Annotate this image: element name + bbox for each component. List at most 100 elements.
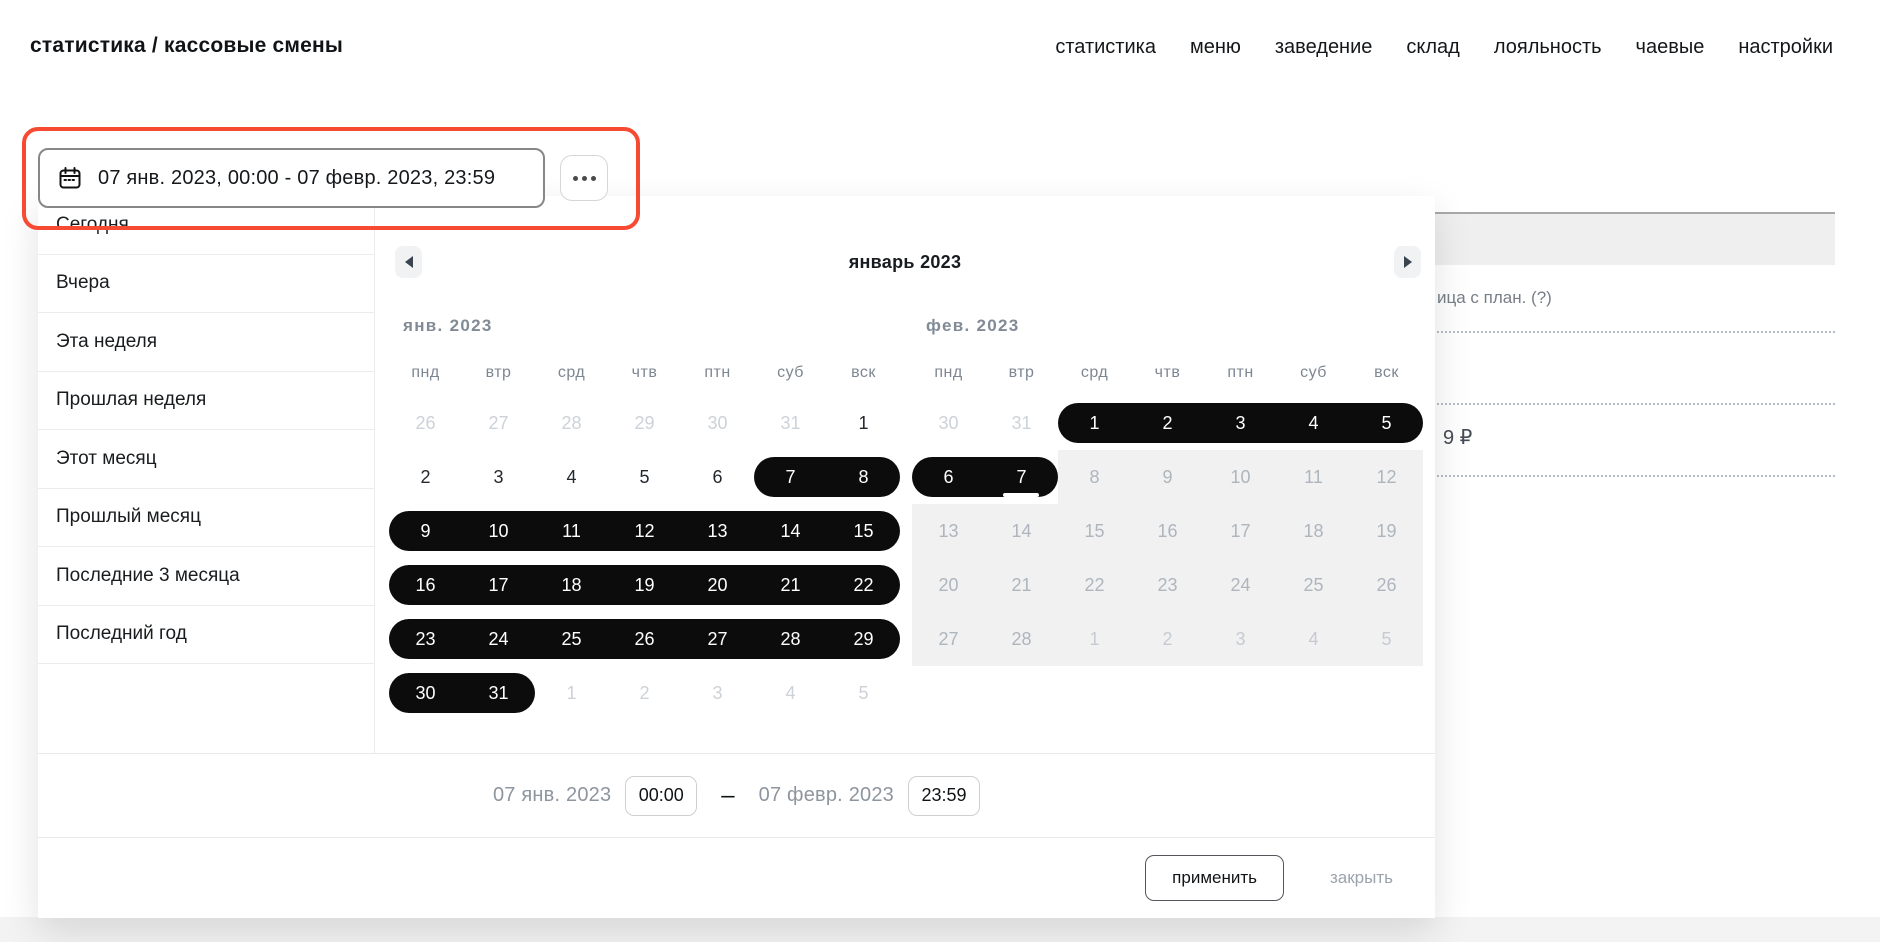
day-cell[interactable]: 11 [535,504,608,558]
day-cell[interactable]: 10 [462,504,535,558]
day-cell[interactable]: 23 [389,612,462,666]
nav-item-settings[interactable]: настройки [1738,36,1833,58]
day-cell: 15 [1058,504,1131,558]
preset-item[interactable]: Прошлая неделя [38,372,374,430]
day-cell[interactable]: 4 [535,450,608,504]
week-row: 13 14 15 16 17 18 19 [912,504,1423,558]
close-button[interactable]: закрыть [1329,868,1393,887]
background-clipped-amount: 9 ₽ [1443,427,1473,449]
day-cell[interactable]: 29 [608,396,681,450]
day-cell[interactable]: 2 [608,666,681,720]
day-cell[interactable]: 15 [827,504,900,558]
day-cell[interactable]: 2 [389,450,462,504]
background-table-header [1390,212,1835,265]
day-number: 17 [488,574,509,595]
day-cell[interactable]: 22 [827,558,900,612]
ellipsis-icon [572,175,578,181]
next-month-button[interactable] [1394,246,1421,278]
preset-item[interactable]: Этот месяц [38,430,374,489]
day-cell[interactable]: 30 [912,396,985,450]
day-cell[interactable]: 26 [389,396,462,450]
day-cell[interactable]: 26 [608,612,681,666]
nav-item-statistics[interactable]: статистика [1055,36,1156,58]
day-cell[interactable]: 17 [462,558,535,612]
nav-item-venue[interactable]: заведение [1274,36,1373,58]
preset-item[interactable]: Прошлый месяц [38,489,374,547]
day-cell[interactable]: 5 [827,666,900,720]
day-cell[interactable]: 20 [681,558,754,612]
day-number: 15 [853,520,874,541]
day-number: 1 [858,412,869,433]
day-cell[interactable]: 13 [681,504,754,558]
day-cell[interactable]: 25 [535,612,608,666]
day-cell[interactable]: 14 [754,504,827,558]
day-cell: 17 [1204,504,1277,558]
day-number: 9 [1162,466,1173,487]
day-cell: 3 [1204,612,1277,666]
day-cell[interactable]: 6 [912,450,985,504]
preset-item[interactable]: Последний год [38,606,374,664]
nav-item-menu[interactable]: меню [1189,36,1241,58]
end-time-input[interactable]: 23:59 [908,775,980,816]
day-number: 24 [488,628,509,649]
day-cell[interactable]: 8 [827,450,900,504]
preset-item[interactable]: Эта неделя [38,313,374,372]
day-cell[interactable]: 31 [985,396,1058,450]
nav-item-warehouse[interactable]: склад [1406,36,1460,58]
day-cell[interactable]: 19 [608,558,681,612]
day-cell: 26 [1350,558,1423,612]
day-cell[interactable]: 21 [754,558,827,612]
day-number: 13 [707,520,728,541]
day-cell[interactable]: 4 [754,666,827,720]
day-cell[interactable]: 27 [681,612,754,666]
day-number: 23 [1157,574,1178,595]
day-cell[interactable]: 24 [462,612,535,666]
day-cell[interactable]: 7 [985,450,1058,504]
day-cell[interactable]: 30 [681,396,754,450]
day-cell[interactable]: 3 [1204,396,1277,450]
preset-item[interactable]: Последние 3 месяца [38,547,374,606]
weekday-label: срд [557,364,586,381]
day-cell[interactable]: 12 [608,504,681,558]
day-cell[interactable]: 2 [1131,396,1204,450]
day-cell[interactable]: 31 [754,396,827,450]
nav-item-loyalty[interactable]: лояльность [1493,36,1602,58]
day-number: 31 [780,412,801,433]
day-cell[interactable]: 9 [389,504,462,558]
day-number: 25 [561,628,582,649]
day-cell[interactable]: 3 [681,666,754,720]
start-time-input[interactable]: 00:00 [625,775,698,816]
day-cell[interactable]: 30 [389,666,462,720]
day-cell[interactable]: 1 [535,666,608,720]
day-number: 29 [634,412,655,433]
time-range-row: 07 янв. 2023 00:00 – 07 февр. 2023 23:59 [38,753,1435,837]
date-range-input[interactable]: 07 янв. 2023, 00:00 - 07 февр. 2023, 23:… [38,148,545,208]
background-dotted-line [1437,403,1835,405]
breadcrumb: статистика / кассовые смены [30,34,344,57]
more-options-button[interactable] [560,155,608,201]
day-cell[interactable]: 5 [608,450,681,504]
day-cell[interactable]: 18 [535,558,608,612]
day-cell[interactable]: 28 [754,612,827,666]
day-cell[interactable]: 31 [462,666,535,720]
nav-item-tips[interactable]: чаевые [1635,36,1705,58]
preset-sidebar: Сегодня Вчера Эта неделя Прошлая неделя Этот… [38,196,375,753]
day-cell[interactable]: 6 [681,450,754,504]
apply-button[interactable]: применить [1145,855,1284,901]
day-number: 3 [493,466,504,487]
week-row: 27 28 1 2 3 4 5 [912,612,1423,666]
prev-month-button[interactable] [395,246,422,278]
day-cell[interactable]: 3 [462,450,535,504]
day-cell[interactable]: 27 [462,396,535,450]
day-cell[interactable]: 1 [827,396,900,450]
day-cell[interactable]: 16 [389,558,462,612]
preset-item[interactable]: Вчера [38,255,374,313]
day-cell[interactable]: 5 [1350,396,1423,450]
day-cell[interactable]: 1 [1058,396,1131,450]
day-cell[interactable]: 28 [535,396,608,450]
day-cell[interactable]: 4 [1277,396,1350,450]
day-number: 19 [634,574,655,595]
day-cell[interactable]: 29 [827,612,900,666]
day-cell[interactable]: 7 [754,450,827,504]
